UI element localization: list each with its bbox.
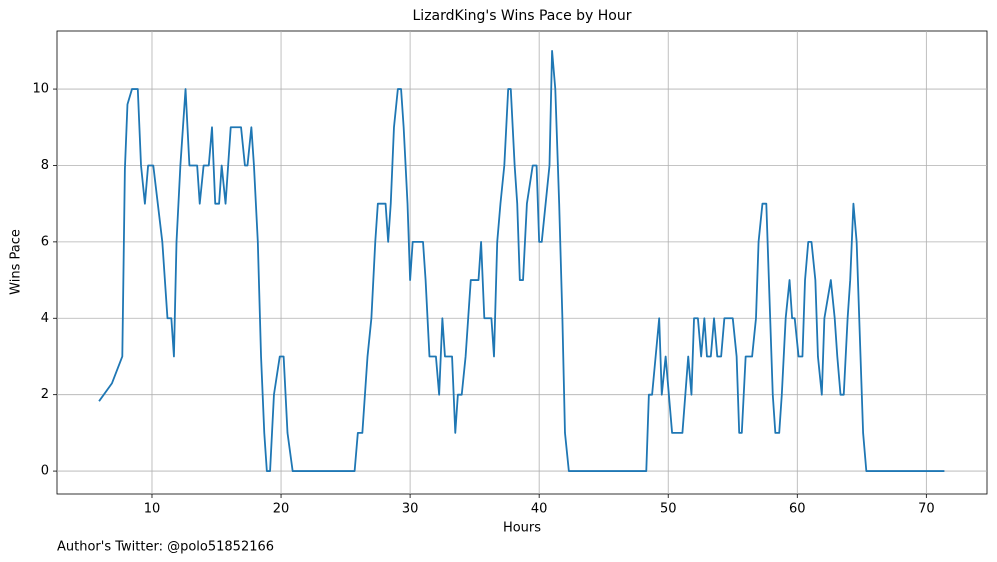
- y-tick-label: 10: [32, 82, 49, 97]
- x-tick-label: 10: [144, 502, 161, 517]
- y-tick-label: 4: [41, 311, 49, 326]
- y-tick-label: 0: [41, 464, 49, 479]
- x-tick-label: 30: [402, 502, 419, 517]
- y-tick-label: 2: [41, 387, 49, 402]
- x-tick-label: 70: [918, 502, 935, 517]
- x-tick-label: 50: [660, 502, 677, 517]
- y-axis-label: Wins Pace: [9, 229, 24, 295]
- x-axis-label: Hours: [503, 521, 541, 536]
- plot-frame: [56, 30, 988, 495]
- x-tick-label: 60: [789, 502, 806, 517]
- y-tick-label: 8: [41, 158, 49, 173]
- x-tick-label: 40: [531, 502, 548, 517]
- annotation: Author's Twitter: @polo51852166: [57, 540, 274, 555]
- line-series: [98, 49, 945, 472]
- y-tick-label: 6: [41, 234, 49, 249]
- chart-title: LizardKing's Wins Pace by Hour: [413, 8, 632, 24]
- x-tick-label: 20: [273, 502, 290, 517]
